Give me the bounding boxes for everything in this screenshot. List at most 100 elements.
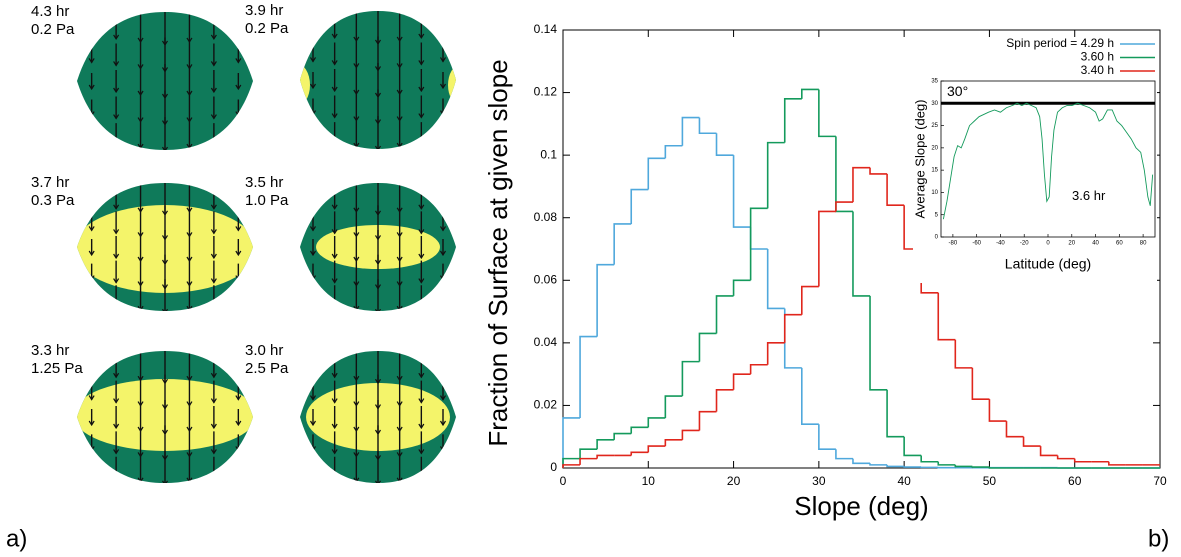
histogram-step: [954, 464, 973, 468]
arrow-head: [210, 229, 217, 235]
x-tick-label: 40: [897, 474, 911, 488]
annotation: 3.6 hr: [1072, 188, 1106, 203]
x-tick-label: 20: [727, 474, 741, 488]
arrow-head: [235, 395, 242, 401]
histogram-step: [818, 210, 836, 287]
histogram-step: [647, 445, 666, 453]
histogram-step: [920, 455, 939, 463]
arrow-head: [210, 61, 217, 67]
histogram-step: [801, 88, 819, 99]
legend-label: 3.60 h: [1081, 50, 1114, 64]
arrow-head: [161, 308, 169, 311]
histogram-step: [698, 410, 717, 431]
histogram-step: [749, 207, 768, 281]
arrow-head: [309, 420, 317, 427]
period-label: 3.5 hr: [245, 174, 283, 191]
arrow-head: [210, 87, 217, 94]
arrow-head: [210, 423, 217, 430]
y-tick-label: 0.06: [534, 272, 558, 286]
arrow-head: [418, 398, 425, 404]
arrow-head: [309, 201, 317, 207]
x-tick-label: 60: [1116, 241, 1123, 247]
histogram-step: [698, 332, 717, 362]
arrow-head: [418, 86, 425, 93]
arrow-head: [113, 61, 120, 67]
histogram-step: [579, 457, 598, 465]
histogram-step: [937, 461, 956, 466]
histogram-step: [664, 439, 683, 447]
arrow-head: [113, 204, 120, 210]
histogram-step: [869, 167, 888, 175]
arrow-head: [235, 420, 242, 427]
arrow-head: [113, 278, 120, 284]
arrow-head: [113, 140, 120, 147]
histogram-step: [596, 263, 615, 337]
arrow-head: [439, 226, 447, 232]
histogram-step: [732, 155, 751, 228]
arrow-head: [418, 423, 425, 430]
histogram-step: [1022, 436, 1041, 447]
arrow-head: [161, 480, 169, 483]
x-tick-label: 0: [560, 474, 567, 488]
histogram-step: [596, 439, 615, 450]
histogram-step: [783, 98, 802, 143]
panel-a: 4.3 hr0.2 Pa3.9 hr0.2 Pa3.7 hr0.3 Pa3.5 …: [31, 2, 456, 483]
arrow-head: [210, 302, 217, 309]
histogram-step: [647, 157, 666, 190]
reference-label: 30°: [947, 83, 968, 99]
histogram-step: [835, 449, 853, 460]
x-tick-label: 10: [642, 474, 656, 488]
arrow-head: [418, 60, 425, 66]
arrow-head: [113, 114, 120, 120]
inset-chart: -80 -60 -40 -20 0 20 40 60 80 0 5 10 15 20 25 30 35 Latit…: [912, 75, 1157, 283]
data-line: [942, 102, 1154, 220]
histogram-step: [801, 367, 819, 425]
arrow-head: [235, 58, 242, 64]
arrow-head: [113, 253, 120, 260]
y-tick-label: 20: [931, 145, 938, 151]
x-tick-label: 60: [1068, 474, 1082, 488]
histogram-step: [835, 201, 853, 212]
arrow-head: [235, 226, 242, 232]
x-tick-label: -20: [1020, 241, 1029, 247]
x-tick-label: 0: [1046, 241, 1050, 247]
x-tick-label: -40: [996, 241, 1005, 247]
y-tick-label: 35: [931, 79, 938, 85]
y-tick-label: 15: [931, 168, 938, 174]
histogram-step: [562, 457, 581, 468]
arrow-head: [331, 302, 338, 309]
y-axis-title: Fraction of Surface at given slope: [483, 59, 513, 446]
arrow-head: [309, 299, 317, 306]
pressure-label: 0.2 Pa: [245, 20, 289, 37]
arrow-head: [113, 34, 120, 41]
histogram-step: [903, 466, 922, 468]
histogram-step: [903, 436, 922, 457]
arrow-head: [210, 34, 217, 41]
arrow-head: [113, 449, 120, 455]
arrow-head: [210, 372, 217, 379]
arrow-head: [88, 250, 95, 257]
arrow-head: [88, 471, 95, 477]
arrow-head: [88, 58, 95, 64]
x-axis-title: Latitude (deg): [1005, 256, 1091, 272]
y-tick-label: 30: [931, 101, 938, 107]
histogram-step: [647, 417, 666, 428]
arrow-head: [331, 372, 338, 379]
arrow-head: [418, 139, 425, 146]
histogram-step: [749, 227, 768, 250]
arrow-head: [418, 204, 425, 210]
arrow-head: [309, 83, 317, 90]
inset-background: [913, 75, 1157, 283]
y-tick-label: 10: [931, 190, 938, 196]
histogram-step: [818, 424, 836, 451]
histogram-step: [937, 292, 956, 341]
histogram-step: [783, 308, 802, 369]
y-tick-label: 0: [935, 235, 939, 241]
arrow-head: [418, 229, 425, 235]
pressure-label: 0.3 Pa: [31, 192, 75, 209]
histogram-step: [801, 285, 819, 315]
yellow-region: [448, 65, 456, 105]
arrow-head: [235, 369, 242, 376]
histogram-step: [766, 342, 785, 365]
